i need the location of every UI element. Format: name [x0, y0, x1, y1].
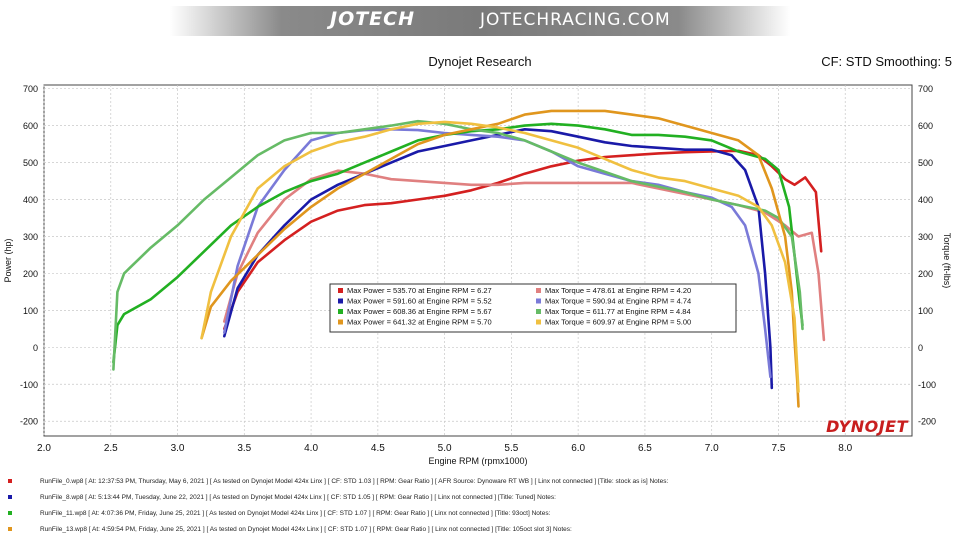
- y2-tick-label: 100: [918, 306, 933, 316]
- x-tick-label: 4.0: [304, 443, 318, 454]
- y2-tick-label: 600: [918, 121, 933, 131]
- series-line-torque-run0: [223, 169, 826, 342]
- legend-swatch: [338, 288, 343, 293]
- legend-swatch: [536, 288, 541, 293]
- run-note-text: RunFile_11.wp8 [ At: 4:07:36 PM, Friday,…: [40, 510, 551, 517]
- series-line-power-run1: [223, 128, 774, 390]
- legend-entry: Max Power = 535.70 at Engine RPM = 6.27: [347, 286, 492, 295]
- y-tick-label: 0: [33, 343, 38, 353]
- cf-smoothing-label: CF: STD Smoothing: 5: [821, 54, 952, 69]
- x-axis-label: Engine RPM (rpmx1000): [428, 456, 527, 466]
- legend-swatch: [536, 319, 541, 325]
- y2-axis-label: Torque (ft-lbs): [942, 233, 952, 289]
- y-tick-label: 300: [23, 232, 38, 242]
- x-tick-label: 3.0: [171, 443, 185, 454]
- legend-box: [329, 283, 737, 333]
- y2-tick-label: 700: [918, 84, 933, 94]
- legend-entry: Max Torque = 590.94 at Engine RPM = 4.74: [545, 297, 691, 306]
- run-note-row: RunFile_11.wp8 [ At: 4:07:36 PM, Friday,…: [8, 510, 948, 526]
- brand-banner: [170, 6, 790, 36]
- run-note-row: RunFile_0.wp8 [ At: 12:37:53 PM, Thursda…: [8, 478, 948, 494]
- x-tick-label: 2.0: [37, 443, 51, 454]
- run-color-marker: [8, 511, 12, 515]
- series-line-torque-run3: [200, 120, 800, 394]
- jotech-logo: JOTECH: [330, 8, 416, 30]
- legend-entry: Max Power = 591.60 at Engine RPM = 5.52: [347, 297, 492, 306]
- y2-tick-label: 300: [918, 232, 933, 242]
- run-note-row: RunFile_13.wp8 [ At: 4:59:54 PM, Friday,…: [8, 526, 948, 542]
- x-tick-label: 4.5: [371, 443, 385, 454]
- dynojet-watermark: DYNOJET: [826, 417, 909, 436]
- legend-entry: Max Torque = 611.77 at Engine RPM = 4.84: [545, 307, 691, 316]
- y-tick-label: 200: [23, 269, 38, 279]
- y2-tick-label: 400: [918, 195, 933, 205]
- run-color-marker: [8, 495, 12, 499]
- y-tick-label: 100: [23, 306, 38, 316]
- legend-swatch: [338, 309, 343, 314]
- y2-tick-label: 0: [918, 343, 923, 353]
- y-tick-label: 700: [23, 84, 38, 94]
- x-tick-label: 5.5: [504, 443, 518, 454]
- plot-area: [43, 84, 913, 437]
- y-tick-label: -100: [20, 380, 38, 390]
- run-note-text: RunFile_0.wp8 [ At: 12:37:53 PM, Thursda…: [40, 478, 669, 485]
- legend-entry: Max Power = 608.36 at Engine RPM = 5.67: [347, 307, 492, 316]
- legend-swatch: [536, 309, 541, 314]
- y-tick-label: 400: [23, 195, 38, 205]
- run-notes: RunFile_0.wp8 [ At: 12:37:53 PM, Thursda…: [8, 478, 948, 542]
- y-tick-label: -200: [20, 417, 38, 427]
- chart-title: Dynojet Research: [428, 54, 532, 69]
- x-tick-label: 2.5: [104, 443, 118, 454]
- y2-tick-label: -200: [918, 417, 936, 427]
- legend-entry: Max Torque = 478.61 at Engine RPM = 4.20: [545, 286, 691, 295]
- run-note-row: RunFile_8.wp8 [ At: 5:13:44 PM, Tuesday,…: [8, 494, 948, 510]
- y-tick-label: 500: [23, 158, 38, 168]
- run-color-marker: [8, 479, 12, 483]
- x-tick-label: 3.5: [237, 443, 251, 454]
- x-tick-label: 5.0: [438, 443, 452, 454]
- x-tick-label: 7.0: [705, 443, 719, 454]
- legend-entry: Max Torque = 609.97 at Engine RPM = 5.00: [545, 318, 691, 327]
- x-tick-label: 6.0: [571, 443, 585, 454]
- run-note-text: RunFile_13.wp8 [ At: 4:59:54 PM, Friday,…: [40, 526, 572, 533]
- legend-swatch: [338, 319, 343, 325]
- y-axis-label: Power (hp): [3, 238, 13, 282]
- dyno-chart: 2.0 2.5 3.0 3.5 4.0 4.5 5.0 5.5 6.0 6.5 7.0 7.5 8.0 -…: [3, 84, 952, 466]
- legend-swatch: [536, 298, 541, 304]
- y2-tick-label: -100: [918, 380, 936, 390]
- y2-tick-label: 500: [918, 158, 933, 168]
- jotech-site-text: JOTECHRACING.COM: [480, 10, 671, 30]
- y-tick-label: 600: [23, 121, 38, 131]
- x-tick-label: 7.5: [772, 443, 786, 454]
- run-color-marker: [8, 527, 12, 531]
- x-tick-label: 6.5: [638, 443, 652, 454]
- series-line-power-run3: [200, 109, 800, 408]
- y2-tick-label: 200: [918, 269, 933, 279]
- run-note-text: RunFile_8.wp8 [ At: 5:13:44 PM, Tuesday,…: [40, 494, 556, 501]
- x-tick-label: 8.0: [838, 443, 852, 454]
- legend-swatch: [338, 298, 343, 304]
- legend-entry: Max Power = 641.32 at Engine RPM = 5.70: [347, 318, 492, 327]
